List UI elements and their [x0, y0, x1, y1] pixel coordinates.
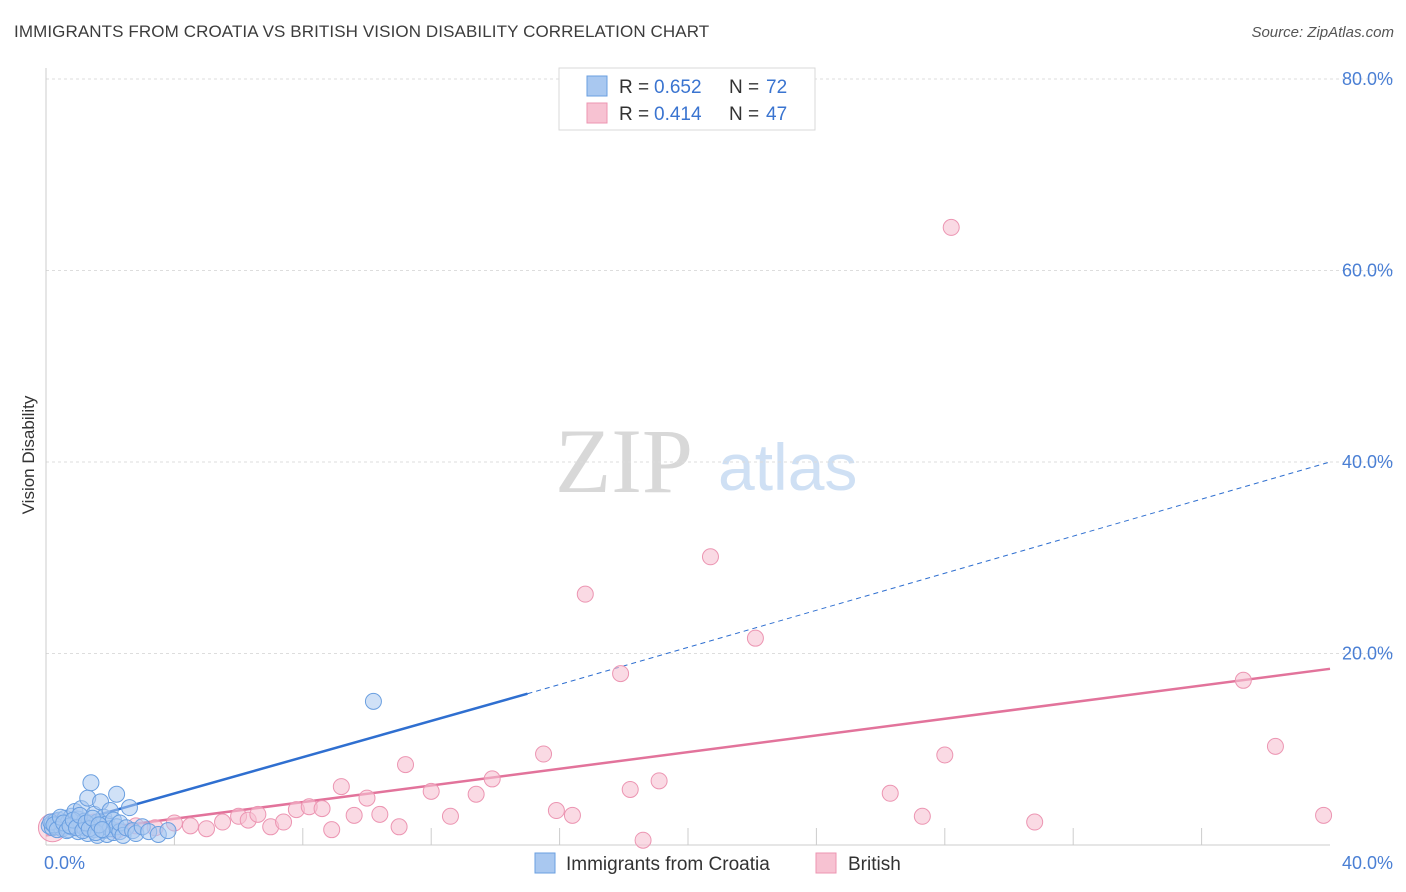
point-croatia	[82, 774, 100, 792]
point-british	[942, 218, 960, 236]
x-tick-label: 0.0%	[44, 853, 85, 873]
point-british	[701, 548, 719, 566]
trend-lines	[45, 461, 1331, 837]
bottom-legend-label-british: British	[848, 854, 901, 875]
point-british	[1266, 737, 1284, 755]
legend-r-value-british: 0.414	[654, 104, 702, 125]
point-british	[913, 807, 931, 825]
trend-line-croatia-extrapolated	[527, 461, 1331, 695]
correlation-legend: R = 0.652 N = 72 R = 0.414 N = 47	[558, 67, 816, 131]
point-british	[1234, 671, 1252, 689]
point-british	[576, 585, 594, 603]
legend-n-value-croatia: 72	[766, 77, 787, 98]
point-british	[1026, 813, 1044, 831]
point-british	[881, 784, 899, 802]
point-british	[422, 782, 440, 800]
tick-labels: 20.0% 40.0% 60.0% 80.0% 0.0% 40.0%	[44, 69, 1393, 873]
point-croatia	[120, 799, 138, 817]
y-axis-label: Vision Disability	[19, 395, 38, 514]
watermark-zip: ZIP	[555, 410, 693, 512]
axes	[45, 68, 1330, 846]
y-tick-label: 20.0%	[1342, 644, 1393, 664]
data-points	[37, 218, 1333, 849]
legend-n-value-british: 47	[766, 104, 787, 125]
point-british	[612, 665, 630, 683]
point-british	[563, 806, 581, 824]
point-british	[1315, 806, 1333, 824]
point-british	[746, 629, 764, 647]
point-croatia	[108, 785, 126, 803]
point-british	[323, 821, 341, 839]
point-british	[249, 805, 267, 823]
bottom-legend-swatch-croatia	[534, 852, 556, 874]
point-british	[181, 817, 199, 835]
point-british	[198, 820, 215, 838]
y-tick-label: 80.0%	[1342, 69, 1393, 89]
legend-swatch-croatia	[586, 75, 608, 97]
source-label: Source: ZipAtlas.com	[1251, 24, 1394, 41]
point-british	[275, 813, 293, 831]
point-british	[358, 789, 376, 807]
point-british	[345, 806, 363, 824]
gridlines	[46, 78, 1393, 845]
bottom-legend-swatch-british	[815, 852, 837, 874]
point-croatia	[93, 821, 111, 839]
point-british	[390, 818, 408, 836]
point-british	[547, 802, 565, 820]
point-british	[535, 745, 553, 763]
y-tick-label: 40.0%	[1342, 452, 1393, 472]
point-british	[467, 785, 485, 803]
legend-swatch-british	[586, 102, 608, 124]
point-british	[313, 800, 331, 818]
point-british	[634, 831, 652, 849]
point-british	[483, 770, 501, 788]
point-british	[936, 746, 954, 764]
legend-n-label-croatia: N =	[729, 77, 759, 98]
point-british	[332, 778, 350, 796]
y-tick-label: 60.0%	[1342, 261, 1393, 281]
point-british	[397, 756, 415, 774]
chart-title: IMMIGRANTS FROM CROATIA VS BRITISH VISIO…	[14, 22, 710, 41]
legend-r-label-british: R =	[619, 104, 649, 125]
legend-n-label-british: N =	[729, 104, 759, 125]
point-british	[650, 772, 668, 790]
watermark-atlas: atlas	[718, 430, 857, 504]
point-british	[371, 805, 389, 823]
legend-r-value-croatia: 0.652	[654, 77, 702, 98]
series-legend: Immigrants from Croatia British	[534, 852, 901, 875]
point-croatia	[364, 692, 382, 710]
legend-r-label-croatia: R =	[619, 77, 649, 98]
point-british	[214, 813, 232, 831]
point-british	[621, 780, 639, 798]
bottom-legend-label-croatia: Immigrants from Croatia	[566, 854, 770, 875]
point-croatia	[159, 822, 177, 840]
x-tick-label: 40.0%	[1342, 853, 1393, 873]
point-british	[441, 807, 459, 825]
